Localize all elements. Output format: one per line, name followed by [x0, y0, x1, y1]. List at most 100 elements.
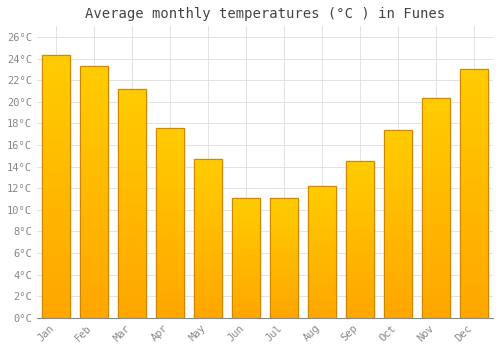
Bar	[194, 210, 222, 213]
Bar	[80, 288, 108, 293]
Bar	[270, 280, 298, 282]
Bar	[156, 291, 184, 295]
Bar	[80, 97, 108, 102]
Bar	[422, 314, 450, 318]
Bar	[80, 308, 108, 313]
Bar	[346, 189, 374, 193]
Bar	[308, 226, 336, 228]
Bar	[80, 303, 108, 308]
Bar	[384, 153, 412, 156]
Bar	[80, 293, 108, 298]
Bar	[194, 293, 222, 296]
Bar	[80, 187, 108, 192]
Bar	[384, 254, 412, 258]
Bar	[42, 192, 70, 197]
Bar	[232, 248, 260, 251]
Bar	[384, 145, 412, 149]
Bar	[346, 161, 374, 318]
Bar	[422, 199, 450, 203]
Bar	[232, 301, 260, 303]
Bar	[118, 190, 146, 194]
Bar	[308, 289, 336, 292]
Bar	[42, 297, 70, 302]
Bar	[194, 169, 222, 172]
Bar	[270, 232, 298, 234]
Bar	[460, 144, 488, 149]
Bar	[118, 153, 146, 158]
Bar	[460, 154, 488, 159]
Bar	[270, 313, 298, 315]
Bar	[270, 265, 298, 267]
Bar	[422, 150, 450, 155]
Bar	[156, 234, 184, 238]
Bar	[460, 70, 488, 318]
Bar	[42, 229, 70, 234]
Bar	[308, 315, 336, 318]
Bar	[346, 299, 374, 302]
Bar	[384, 303, 412, 307]
Bar	[118, 181, 146, 185]
Bar	[80, 132, 108, 137]
Bar	[118, 112, 146, 117]
Bar	[156, 135, 184, 139]
Bar	[156, 211, 184, 215]
Bar	[422, 173, 450, 177]
Bar	[156, 177, 184, 181]
Bar	[232, 234, 260, 236]
Bar	[384, 134, 412, 138]
Bar	[384, 130, 412, 134]
Bar	[156, 193, 184, 196]
Bar	[384, 201, 412, 205]
Bar	[80, 222, 108, 227]
Bar	[346, 233, 374, 237]
Bar	[384, 295, 412, 299]
Bar	[42, 313, 70, 318]
Bar	[156, 143, 184, 147]
Bar	[156, 223, 184, 227]
Bar	[118, 176, 146, 181]
Bar	[346, 287, 374, 290]
Bar	[346, 280, 374, 284]
Bar	[156, 242, 184, 246]
Bar	[232, 270, 260, 272]
Bar	[118, 240, 146, 245]
Bar	[422, 146, 450, 150]
Bar	[42, 292, 70, 297]
Bar	[422, 270, 450, 274]
Bar	[80, 142, 108, 147]
Bar	[422, 155, 450, 159]
Bar	[42, 171, 70, 176]
Bar	[270, 236, 298, 239]
Bar	[42, 244, 70, 250]
Bar	[346, 315, 374, 318]
Bar	[42, 113, 70, 118]
Bar	[80, 106, 108, 112]
Bar	[422, 164, 450, 168]
Bar	[118, 281, 146, 286]
Bar	[232, 210, 260, 212]
Bar	[308, 194, 336, 197]
Bar	[118, 217, 146, 222]
Bar	[194, 201, 222, 204]
Bar	[156, 196, 184, 200]
Bar	[194, 283, 222, 286]
Bar	[270, 217, 298, 219]
Bar	[460, 298, 488, 303]
Bar	[194, 178, 222, 181]
Bar	[422, 111, 450, 115]
Bar	[422, 217, 450, 221]
Bar	[194, 181, 222, 184]
Bar	[346, 293, 374, 296]
Bar	[270, 296, 298, 299]
Bar	[384, 299, 412, 303]
Bar	[118, 158, 146, 162]
Bar	[270, 248, 298, 251]
Bar	[422, 137, 450, 142]
Bar	[460, 253, 488, 258]
Bar	[270, 289, 298, 292]
Bar	[194, 175, 222, 178]
Bar	[80, 157, 108, 162]
Bar	[42, 218, 70, 223]
Bar	[232, 217, 260, 219]
Bar	[194, 251, 222, 254]
